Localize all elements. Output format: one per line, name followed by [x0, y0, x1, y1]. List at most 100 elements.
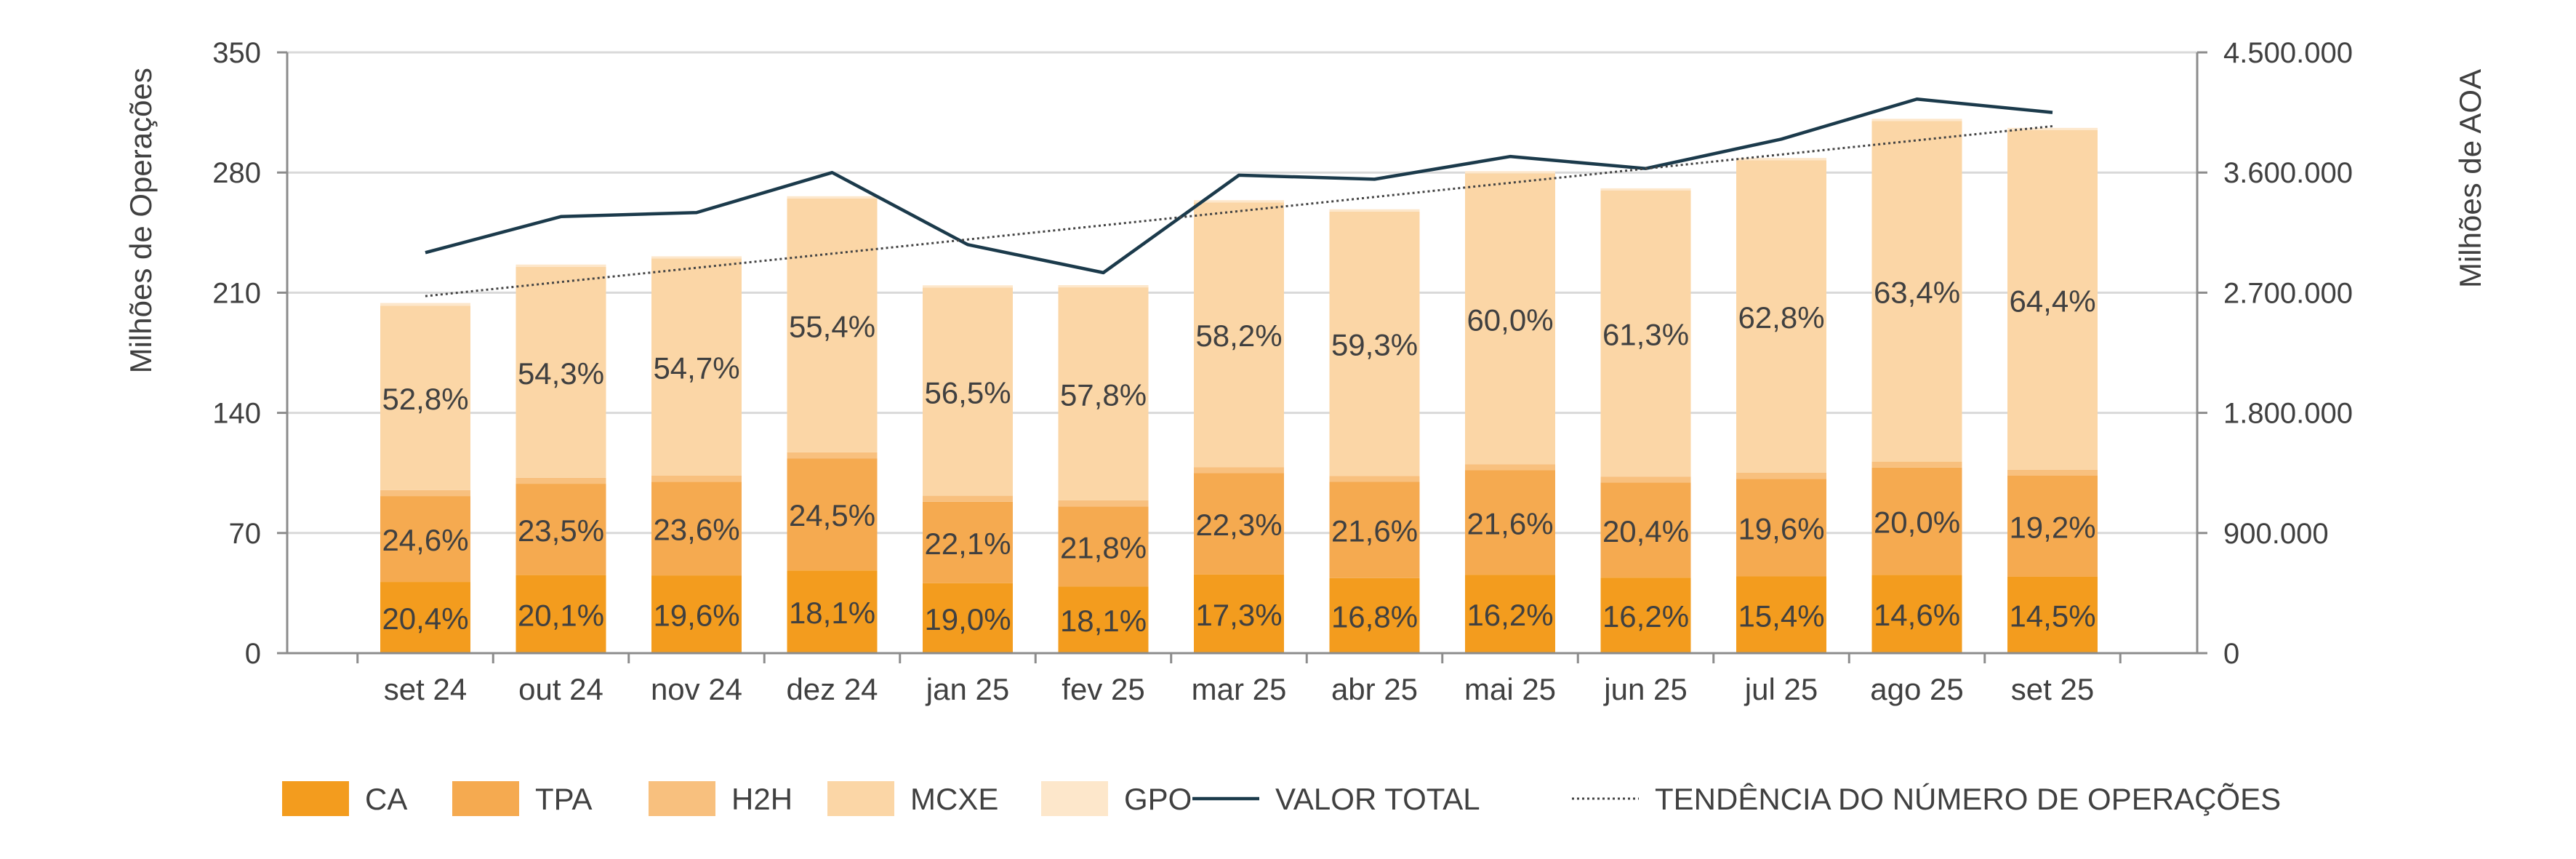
bar-gpo: [1329, 209, 1420, 212]
data-label-ca: 14,6%: [1874, 598, 1960, 632]
y2-tick-label: 900.000: [2223, 518, 2329, 550]
data-label-ca: 15,4%: [1738, 599, 1824, 633]
x-tick-label: set 24: [384, 672, 467, 706]
bar-gpo: [1058, 285, 1149, 288]
x-tick-label: abr 25: [1331, 672, 1418, 706]
bar-h2h: [923, 495, 1013, 502]
data-label-mcxe: 57,8%: [1060, 378, 1147, 412]
legend-swatch-gpo: [1041, 781, 1108, 816]
bar-labels: 20,4% 24,6% 52,8% 20,1% 23,5% 54,3% 19,6% 23,6%…: [382, 276, 2095, 639]
data-label-ca: 16,2%: [1466, 598, 1553, 632]
y-tick-label: 140: [212, 398, 261, 430]
data-label-tpa: 23,5%: [518, 514, 604, 548]
axes: 0 0 70 900.000 140 1.800.000 210 2.700.000 280 3.…: [212, 37, 2353, 706]
bar-mcxe: [787, 198, 878, 452]
bar-mcxe: [1600, 190, 1691, 477]
data-label-tpa: 20,0%: [1874, 506, 1960, 540]
bar-gpo: [2007, 127, 2098, 130]
bar-h2h: [787, 452, 878, 459]
bar-h2h: [1058, 500, 1149, 507]
data-label-tpa: 19,2%: [2009, 510, 2095, 544]
legend: CA TPA H2H MCXE GPO VALOR TOTAL TENDÊNCIA DO N…: [282, 781, 2281, 816]
bar-h2h: [2007, 469, 2098, 476]
bar-mcxe: [1465, 173, 1555, 465]
legend-label-tpa: TPA: [535, 782, 593, 816]
data-label-ca: 18,1%: [789, 596, 875, 630]
bar-h2h: [1871, 461, 1962, 468]
bar-ca: [1329, 578, 1420, 653]
bar-h2h: [1194, 467, 1284, 474]
bar-mcxe: [1871, 121, 1962, 462]
bar-gpo: [515, 264, 606, 267]
bar-tpa: [1194, 473, 1284, 575]
bar-ca: [380, 582, 470, 653]
data-label-mcxe: 63,4%: [1874, 276, 1960, 310]
bar-ca: [787, 570, 878, 653]
data-label-tpa: 20,4%: [1602, 514, 1689, 548]
x-tick-label: dez 24: [786, 672, 878, 706]
bar-tpa: [923, 501, 1013, 583]
x-tick-label: jan 25: [925, 672, 1009, 706]
bar-ca: [1871, 575, 1962, 653]
bar-ca: [1058, 586, 1149, 653]
y-tick-label: 0: [245, 638, 261, 670]
bar-tpa: [2007, 475, 2098, 577]
bar-mcxe: [380, 305, 470, 490]
bar-gpo: [1194, 200, 1284, 203]
bar-ca: [651, 575, 742, 653]
data-label-tpa: 24,5%: [789, 498, 875, 532]
x-tick-label: jul 25: [1744, 672, 1818, 706]
bar-mcxe: [2007, 129, 2098, 470]
bar-ca: [1465, 575, 1555, 653]
x-tick-label: mar 25: [1192, 672, 1287, 706]
bar-mcxe: [1194, 202, 1284, 468]
bar-mcxe: [923, 287, 1013, 496]
x-tick-label: fev 25: [1062, 672, 1144, 706]
bar-ca: [515, 575, 606, 653]
bar-tpa: [380, 496, 470, 583]
data-label-mcxe: 62,8%: [1738, 300, 1824, 335]
y2-tick-label: 2.700.000: [2223, 277, 2353, 309]
legend-swatch-ca: [282, 781, 349, 816]
bars: [380, 119, 2098, 653]
legend-label-gpo: GPO: [1124, 782, 1192, 816]
data-label-mcxe: 54,7%: [653, 351, 739, 385]
line-valor-total: [425, 97, 2053, 275]
bar-tpa: [515, 484, 606, 575]
data-label-tpa: 24,6%: [382, 523, 468, 557]
bar-mcxe: [515, 266, 606, 478]
bar-tpa: [1329, 482, 1420, 578]
legend-swatch-h2h: [649, 781, 715, 816]
x-tick-label: mai 25: [1464, 672, 1556, 706]
data-label-mcxe: 60,0%: [1466, 303, 1553, 337]
legend-label-ca: CA: [365, 782, 407, 816]
data-label-mcxe: 55,4%: [789, 309, 875, 343]
bar-ca: [923, 583, 1013, 653]
y2-axis-label: Milhões de AOA: [2453, 69, 2487, 288]
data-label-ca: 20,1%: [518, 598, 604, 632]
bar-tpa: [1871, 467, 1962, 575]
data-label-ca: 19,0%: [924, 602, 1011, 636]
bar-gpo: [1465, 171, 1555, 174]
data-label-tpa: 21,6%: [1466, 506, 1553, 540]
bar-ca: [1194, 574, 1284, 653]
data-label-tpa: 21,6%: [1331, 514, 1418, 548]
legend-label-h2h: H2H: [731, 782, 793, 816]
data-label-ca: 17,3%: [1195, 598, 1282, 632]
y-tick-label: 70: [229, 518, 262, 550]
bar-tpa: [1058, 506, 1149, 587]
series-lines: [425, 97, 2053, 297]
legend-label-valor-total: VALOR TOTAL: [1275, 782, 1480, 816]
legend-swatch-mcxe: [827, 781, 894, 816]
bar-h2h: [1329, 476, 1420, 482]
legend-swatch-tpa: [452, 781, 519, 816]
data-label-tpa: 21,8%: [1060, 530, 1147, 564]
data-label-mcxe: 61,3%: [1602, 318, 1689, 352]
bar-gpo: [1736, 158, 1826, 161]
bar-h2h: [1736, 472, 1826, 479]
x-tick-label: jun 25: [1602, 672, 1687, 706]
bar-gpo: [923, 285, 1013, 288]
data-label-mcxe: 58,2%: [1195, 319, 1282, 353]
y-tick-label: 280: [212, 157, 261, 189]
